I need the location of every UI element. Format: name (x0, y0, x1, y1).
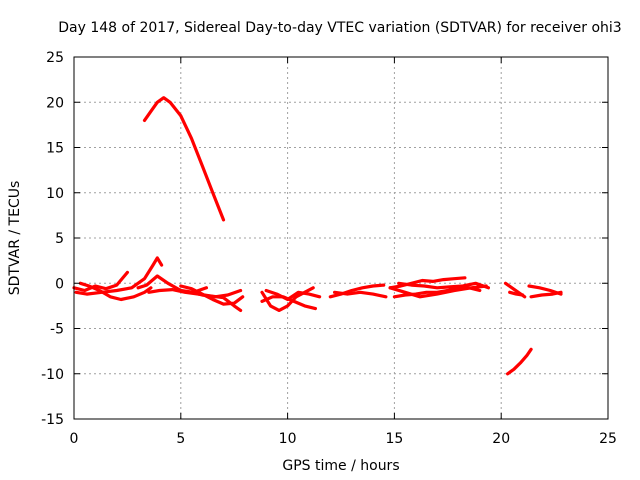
y-tick-label: -15 (41, 412, 64, 428)
series-line-s2 (72, 270, 129, 293)
chart-title: Day 148 of 2017, Sidereal Day-to-day VTE… (58, 20, 621, 36)
series-line-s8 (189, 288, 243, 299)
series-line-s1 (142, 96, 226, 222)
x-tick-label: 5 (176, 431, 185, 447)
y-tick-label: -5 (50, 322, 64, 338)
series-line-s17 (397, 281, 490, 290)
series-line-s22 (506, 347, 533, 376)
x-tick-label: 0 (70, 431, 79, 447)
axis-ticks (73, 56, 609, 420)
gridlines (74, 57, 608, 419)
y-tick-label: 10 (46, 186, 64, 202)
y-tick-label: 5 (55, 231, 64, 247)
y-tick-label: 20 (46, 95, 64, 111)
series-layer (72, 96, 563, 376)
series-line-s19 (508, 290, 525, 297)
series-line-s13 (333, 290, 388, 299)
y-tick-label: 0 (55, 276, 64, 292)
x-tick-label: 15 (385, 431, 403, 447)
x-tick-label: 10 (279, 431, 297, 447)
x-axis-label: GPS time / hours (282, 458, 399, 474)
series-line-s3 (78, 281, 153, 302)
x-tick-labels: 0 5 10 15 20 25 (70, 431, 617, 447)
y-axis-label: SDTVAR / TECUs (7, 181, 23, 296)
series-line-s14 (388, 276, 467, 290)
series-line-s16 (388, 284, 488, 299)
x-tick-label: 25 (599, 431, 617, 447)
y-tick-label: 15 (46, 141, 64, 157)
y-tick-label: -10 (41, 367, 64, 383)
y-tick-labels: -15 -10 -5 0 5 10 15 20 25 (41, 50, 64, 428)
y-tick-label: 25 (46, 50, 64, 66)
x-tick-label: 20 (492, 431, 510, 447)
series-line-s4 (74, 256, 164, 296)
series-line-s11 (264, 288, 322, 302)
series-line-s7 (179, 284, 245, 306)
series-line-s21 (529, 290, 563, 299)
